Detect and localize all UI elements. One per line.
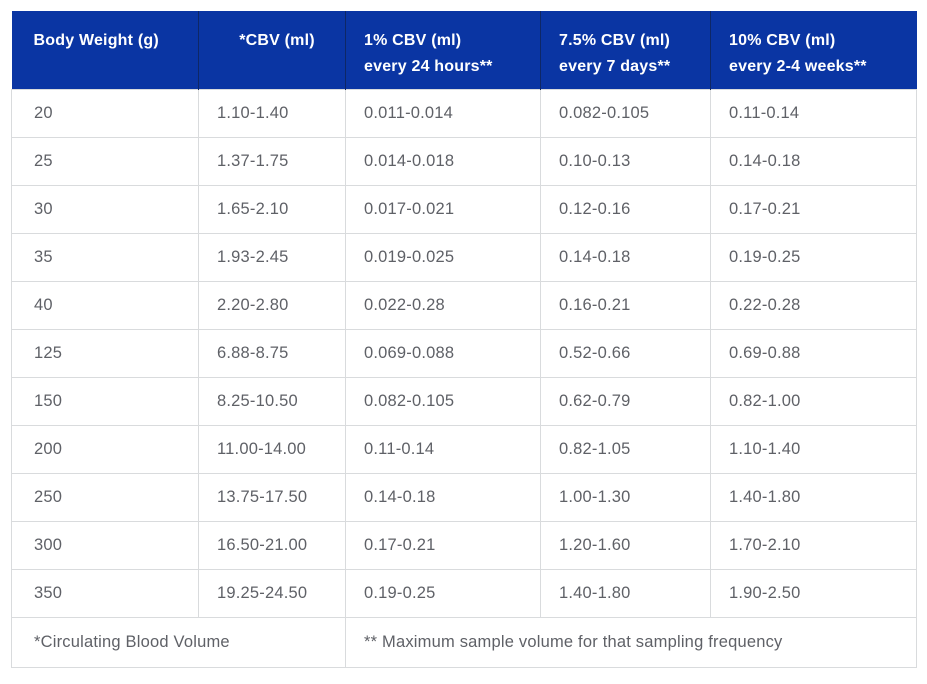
table-cell: 1.90-2.50 xyxy=(710,568,917,618)
table-row: 35 1.93-2.45 0.019-0.025 0.14-0.18 0.19-0.25 xyxy=(11,232,917,282)
table-cell: 0.019-0.025 xyxy=(345,232,541,282)
table-cell: 0.12-0.16 xyxy=(540,184,711,234)
table-cell: 0.16-0.21 xyxy=(540,280,711,330)
col-header-label: 7.5% CBV (ml) xyxy=(559,32,671,49)
col-header-label: Body Weight (g) xyxy=(33,32,159,49)
table-cell: 0.69-0.88 xyxy=(710,328,917,378)
table-row: 250 13.75-17.50 0.14-0.18 1.00-1.30 1.40-1.8… xyxy=(11,472,917,522)
table-cell: 1.40-1.80 xyxy=(710,472,917,522)
table-cell: 1.70-2.10 xyxy=(710,520,917,570)
col-header-7-5pct-cbv: 7.5% CBV (ml) every 7 days** xyxy=(540,11,711,89)
table-cell: 1.37-1.75 xyxy=(198,136,346,186)
table-cell: 0.11-0.14 xyxy=(345,424,541,474)
table-cell: 0.082-0.105 xyxy=(345,376,541,426)
table-cell: 0.022-0.28 xyxy=(345,280,541,330)
table-cell: 30 xyxy=(11,184,199,234)
table-row: 40 2.20-2.80 0.022-0.28 0.16-0.21 0.22-0.28 xyxy=(11,280,917,330)
table-cell: 0.17-0.21 xyxy=(710,184,917,234)
table-cell: 35 xyxy=(11,232,199,282)
table-cell: 0.62-0.79 xyxy=(540,376,711,426)
table-cell: 0.14-0.18 xyxy=(540,232,711,282)
blood-volume-table: Body Weight (g) *CBV (ml) 1% CBV (ml) ev… xyxy=(11,11,917,668)
table-row: 150 8.25-10.50 0.082-0.105 0.62-0.79 0.82-1.… xyxy=(11,376,917,426)
table-cell: 150 xyxy=(11,376,199,426)
table-cell: 8.25-10.50 xyxy=(198,376,346,426)
footnote-sampling: ** Maximum sample volume for that sampli… xyxy=(345,616,917,668)
table-cell: 1.93-2.45 xyxy=(198,232,346,282)
table-cell: 0.19-0.25 xyxy=(345,568,541,618)
table-cell: 0.82-1.00 xyxy=(710,376,917,426)
col-header-label: 10% CBV (ml) xyxy=(729,32,836,49)
table-cell: 0.14-0.18 xyxy=(710,136,917,186)
col-header-body-weight: Body Weight (g) xyxy=(11,11,199,89)
table-cell: 350 xyxy=(11,568,199,618)
table-cell: 11.00-14.00 xyxy=(198,424,346,474)
table-cell: 0.14-0.18 xyxy=(345,472,541,522)
table-cell: 0.17-0.21 xyxy=(345,520,541,570)
table-cell: 300 xyxy=(11,520,199,570)
table-row: 30 1.65-2.10 0.017-0.021 0.12-0.16 0.17-0.21 xyxy=(11,184,917,234)
footnote-cbv: *Circulating Blood Volume xyxy=(11,616,346,668)
table-cell: 0.082-0.105 xyxy=(540,88,711,138)
col-header-10pct-cbv: 10% CBV (ml) every 2-4 weeks** xyxy=(710,11,917,89)
table-cell: 200 xyxy=(11,424,199,474)
table-cell: 1.10-1.40 xyxy=(710,424,917,474)
table-cell: 19.25-24.50 xyxy=(198,568,346,618)
table-cell: 20 xyxy=(11,88,199,138)
header-row: Body Weight (g) *CBV (ml) 1% CBV (ml) ev… xyxy=(11,11,917,89)
table-row: 300 16.50-21.00 0.17-0.21 1.20-1.60 1.70-2.1… xyxy=(11,520,917,570)
table-cell: 0.82-1.05 xyxy=(540,424,711,474)
table-cell: 0.017-0.021 xyxy=(345,184,541,234)
col-header-label: *CBV (ml) xyxy=(239,32,315,49)
table-cell: 250 xyxy=(11,472,199,522)
col-header-1pct-cbv: 1% CBV (ml) every 24 hours** xyxy=(345,11,541,89)
table-cell: 0.19-0.25 xyxy=(710,232,917,282)
col-header-sublabel: every 24 hours** xyxy=(364,58,493,75)
table-cell: 0.069-0.088 xyxy=(345,328,541,378)
table-cell: 13.75-17.50 xyxy=(198,472,346,522)
table-cell: 125 xyxy=(11,328,199,378)
table-cell: 16.50-21.00 xyxy=(198,520,346,570)
col-header-label: 1% CBV (ml) xyxy=(364,32,462,49)
col-header-sublabel: every 2-4 weeks** xyxy=(729,58,867,75)
table-cell: 1.65-2.10 xyxy=(198,184,346,234)
table-cell: 1.00-1.30 xyxy=(540,472,711,522)
col-header-cbv: *CBV (ml) xyxy=(198,11,346,89)
table-cell: 1.40-1.80 xyxy=(540,568,711,618)
table-cell: 0.014-0.018 xyxy=(345,136,541,186)
footnote-row: *Circulating Blood Volume ** Maximum sam… xyxy=(11,616,917,668)
table-cell: 0.22-0.28 xyxy=(710,280,917,330)
table-cell: 6.88-8.75 xyxy=(198,328,346,378)
table-cell: 0.10-0.13 xyxy=(540,136,711,186)
table-row: 125 6.88-8.75 0.069-0.088 0.52-0.66 0.69-0.8… xyxy=(11,328,917,378)
table-footer: *Circulating Blood Volume ** Maximum sam… xyxy=(11,616,917,668)
table-cell: 1.10-1.40 xyxy=(198,88,346,138)
table-body: 20 1.10-1.40 0.011-0.014 0.082-0.105 0.11-0.… xyxy=(11,88,917,618)
table-header: Body Weight (g) *CBV (ml) 1% CBV (ml) ev… xyxy=(11,11,917,89)
table-cell: 0.11-0.14 xyxy=(710,88,917,138)
table-row: 20 1.10-1.40 0.011-0.014 0.082-0.105 0.11-0.… xyxy=(11,88,917,138)
col-header-sublabel: every 7 days** xyxy=(559,58,671,75)
table-cell: 40 xyxy=(11,280,199,330)
table-cell: 25 xyxy=(11,136,199,186)
table-cell: 0.011-0.014 xyxy=(345,88,541,138)
table-row: 200 11.00-14.00 0.11-0.14 0.82-1.05 1.10-1.4… xyxy=(11,424,917,474)
table-cell: 2.20-2.80 xyxy=(198,280,346,330)
table-cell: 0.52-0.66 xyxy=(540,328,711,378)
table-row: 350 19.25-24.50 0.19-0.25 1.40-1.80 1.90-2.5… xyxy=(11,568,917,618)
table-cell: 1.20-1.60 xyxy=(540,520,711,570)
table-row: 25 1.37-1.75 0.014-0.018 0.10-0.13 0.14-0.18 xyxy=(11,136,917,186)
